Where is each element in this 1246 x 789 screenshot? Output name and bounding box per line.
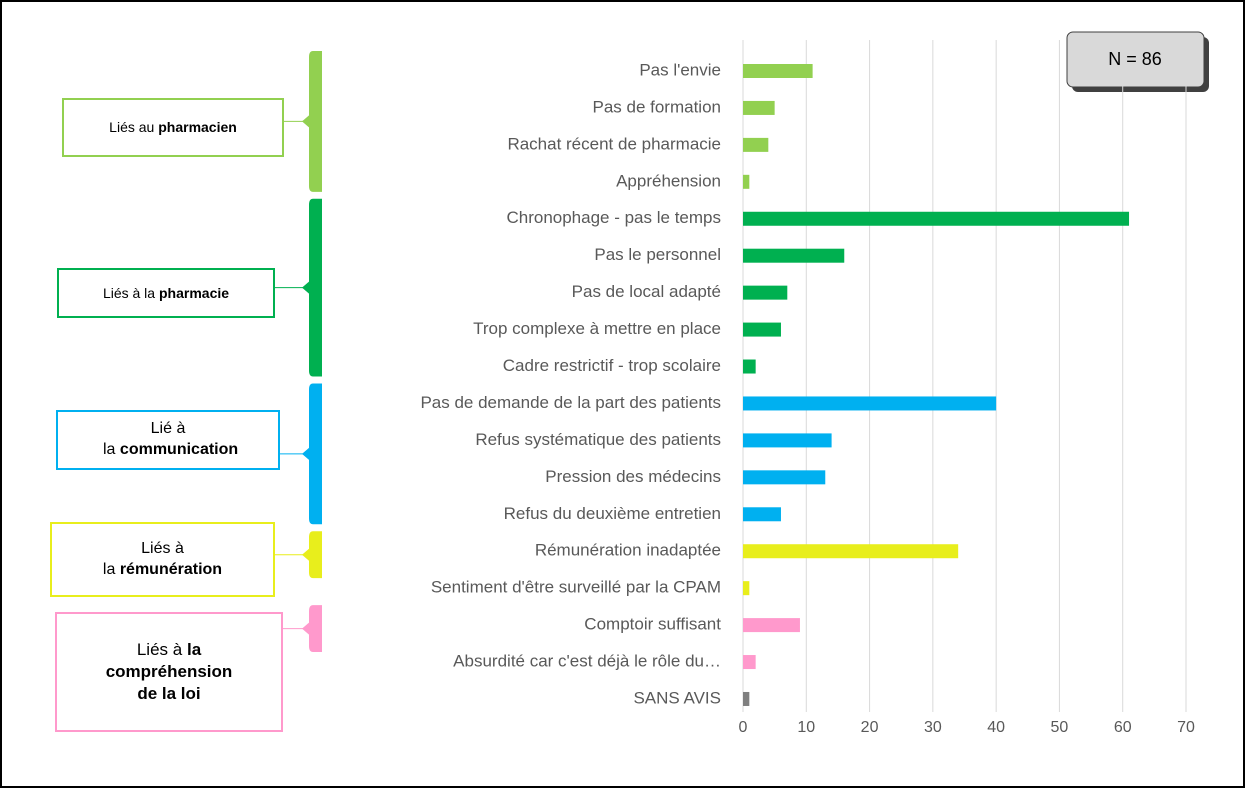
x-tick-label: 60 [1114,719,1132,736]
bar [743,248,845,263]
bar [743,544,959,559]
group-label-box: Liés au pharmacien [62,98,284,157]
group-brace [302,605,322,653]
bar [743,322,781,337]
group-label-box: Liés à la rémunération [50,522,275,597]
bar [743,396,997,411]
category-label: SANS AVIS [633,688,721,707]
category-label: Rachat récent de pharmacie [507,134,721,153]
bar [743,581,750,596]
group-label-box: Liés à la compréhension de la loi [55,612,283,732]
annotation-box [1066,31,1205,88]
bar [743,507,781,522]
group-label-bold: rémunération [119,560,223,578]
group-label-text: Liés à [136,639,183,659]
bar [743,174,750,189]
group-label-bold: la compréhension de la loi [105,639,233,704]
group-label-box: Lié à la communication [56,410,280,470]
category-label: Absurdité car c'est déjà le rôle du… [453,652,721,671]
bar [743,285,788,300]
bar [743,433,832,448]
annotation: N = 86 [1108,49,1162,69]
group-label-bold: communication [119,441,239,458]
x-tick-label: 30 [924,719,942,736]
x-tick-label: 40 [987,719,1005,736]
bar [743,691,750,706]
group-brace [302,531,322,579]
category-label: Pression des médecins [545,467,721,486]
bar [743,655,756,670]
x-tick-label: 20 [861,719,879,736]
x-tick-label: 50 [1051,719,1069,736]
group-label-bold: pharmacie [159,284,230,301]
category-label: Trop complexe à mettre en place [473,319,721,338]
group-label-text: Liés au [109,119,155,136]
group-brace [302,51,322,192]
bar [743,100,775,115]
category-label: Appréhension [616,171,721,190]
group-label-text: Lié à la [103,420,186,458]
group-label: Liés à la pharmacie [103,284,229,302]
bar [743,618,800,633]
category-label: Refus systématique des patients [475,430,721,449]
group-label: Liés au pharmacien [109,118,237,136]
bar [743,470,826,485]
group-brace [302,383,322,525]
category-label: Comptoir suffisant [584,615,721,634]
x-tick-label: 0 [739,719,748,736]
group-label-text: Liés à la [102,539,184,578]
group-label-bold: pharmacien [158,119,237,136]
category-label: Refus du deuxième entretien [504,504,721,523]
category-label: Chronophage - pas le temps [506,208,721,227]
category-label: Pas l'envie [639,60,721,79]
group-label-text: Liés à la [102,284,156,301]
category-label: Sentiment d'être surveillé par la CPAM [431,578,721,597]
bar [743,211,1130,226]
category-label: Cadre restrictif - trop scolaire [503,356,721,375]
bar [743,359,756,374]
category-label: Pas de demande de la part des patients [420,393,721,412]
group-label-box: Liés à la pharmacie [57,268,275,318]
group-label: Liés à la compréhension de la loi [99,639,239,705]
group-label: Lié à la communication [103,419,238,461]
category-label: Pas le personnel [594,245,721,264]
bar [743,64,813,78]
group-brace [302,198,322,377]
x-tick-label: 10 [797,719,815,736]
group-label: Liés à la rémunération [98,539,228,581]
category-label: Rémunération inadaptée [535,541,721,560]
category-label: Pas de formation [592,97,721,116]
x-tick-label: 70 [1177,719,1195,736]
bar [743,137,769,152]
category-label: Pas de local adapté [572,282,721,301]
